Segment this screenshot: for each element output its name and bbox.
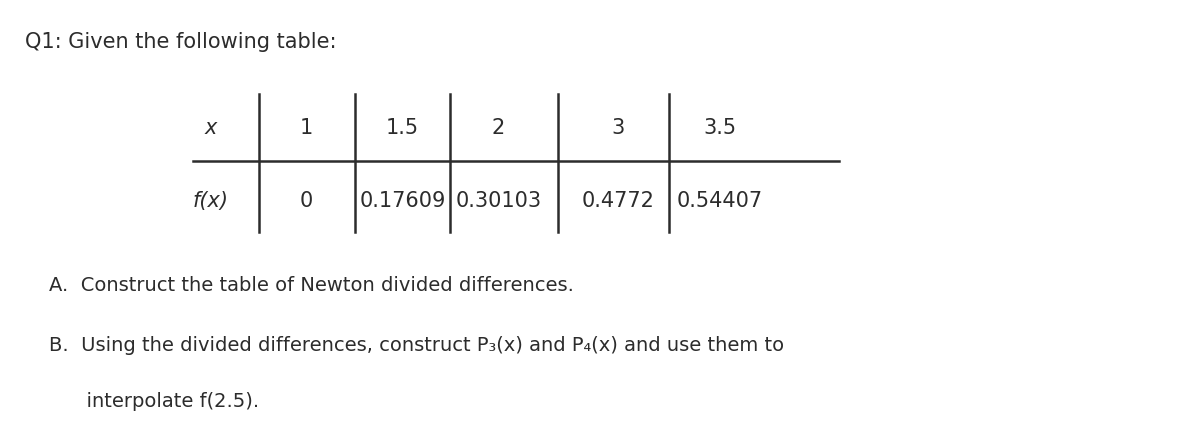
- Text: B.  Using the divided differences, construct P₃(x) and P₄(x) and use them to: B. Using the divided differences, constr…: [49, 336, 785, 355]
- Text: A.  Construct the table of Newton divided differences.: A. Construct the table of Newton divided…: [49, 276, 574, 295]
- Text: 0.30103: 0.30103: [455, 191, 541, 211]
- Text: 0.54407: 0.54407: [677, 191, 763, 211]
- Text: 1.5: 1.5: [386, 118, 419, 138]
- Text: 1: 1: [300, 118, 313, 138]
- Text: 0: 0: [300, 191, 313, 211]
- Text: 0.17609: 0.17609: [359, 191, 445, 211]
- Text: Q1: Given the following table:: Q1: Given the following table:: [25, 32, 337, 52]
- Text: 0.4772: 0.4772: [582, 191, 654, 211]
- Text: interpolate f(2.5).: interpolate f(2.5).: [49, 392, 259, 411]
- Text: 3: 3: [611, 118, 624, 138]
- Text: f(x): f(x): [193, 191, 229, 211]
- Text: 3.5: 3.5: [703, 118, 737, 138]
- Text: 2: 2: [492, 118, 505, 138]
- Text: x: x: [205, 118, 217, 138]
